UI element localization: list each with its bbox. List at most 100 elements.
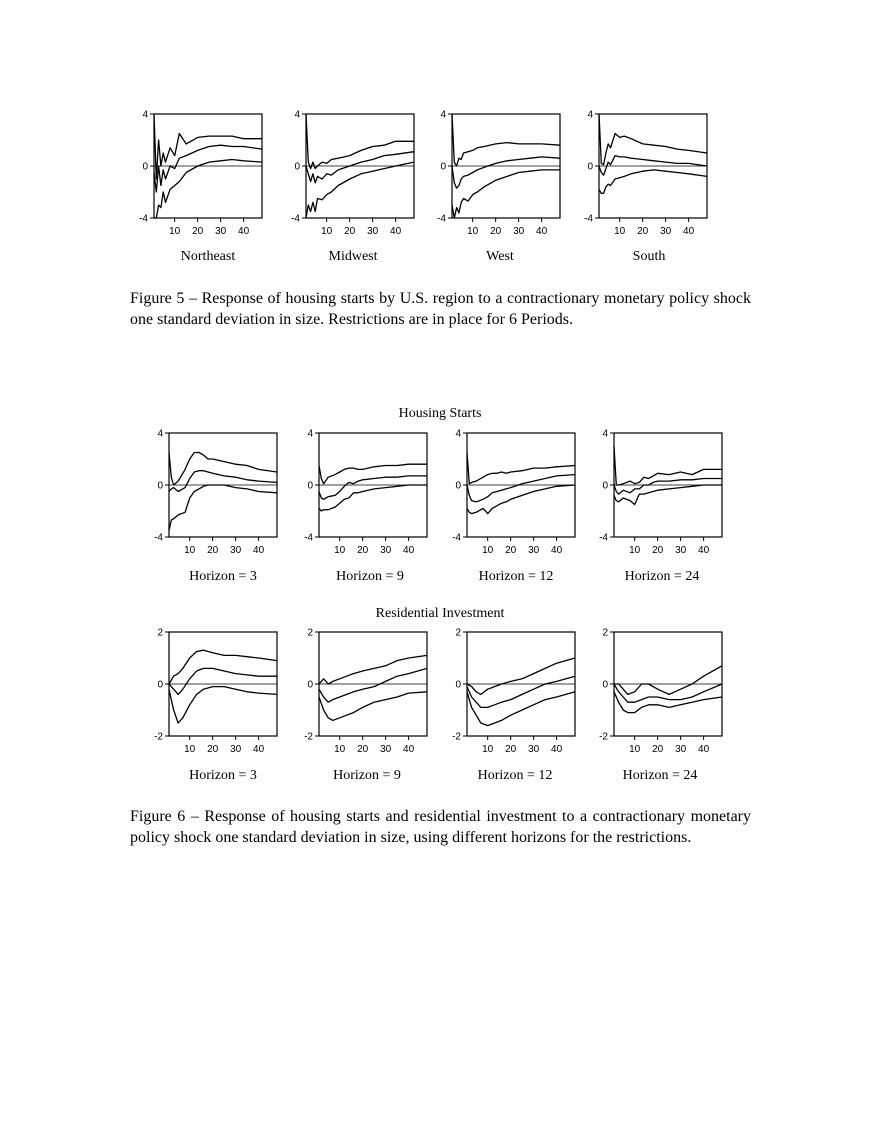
y-tick-label: 4 [455,429,461,440]
chart-midwest: 40-410 20 30 40 [291,110,415,237]
series-line-2 [153,144,263,193]
panel-label-ri-horizon-3: Horizon = 3 [189,768,257,783]
y-tick-label: 4 [157,429,163,440]
panel-label-south: South [632,249,666,264]
x-tick-label: 30 [675,545,687,556]
series-line-2 [318,667,428,703]
series-line-3 [305,161,415,219]
x-tick-label: 30 [528,744,540,755]
y-tick-label: 4 [294,110,300,121]
y-tick-label: 0 [602,481,608,492]
series-line-3 [168,484,278,531]
x-tick-label: 20 [505,744,517,755]
x-tick-label: 40 [390,226,402,237]
x-tick-label: 40 [698,744,710,755]
chart-northeast: 40-410 20 30 40 [139,110,263,237]
x-tick-label: 20 [207,545,219,556]
chart-housing-starts-horizon-3: 40-410 20 30 40 [154,429,278,556]
chart-residential-investment-horizon-3: 20-210 20 30 40 [154,628,278,755]
x-tick-label: 20 [652,545,664,556]
x-tick-label: 40 [551,744,563,755]
x-tick-label: 30 [215,226,227,237]
series-line-2 [613,477,722,495]
x-tick-label: 40 [403,744,415,755]
x-tick-label: 20 [207,744,219,755]
panel-label-west: West [486,249,514,264]
chart-south: 40-410 20 30 40 [584,110,708,237]
y-tick-label: -2 [599,732,608,743]
series-line-2 [451,156,561,189]
y-tick-label: 0 [587,162,593,173]
series-line-2 [466,473,576,503]
series-line-3 [451,169,560,219]
y-tick-label: -2 [304,732,313,743]
series-line-2 [168,470,278,493]
series-line-3 [154,158,263,219]
y-tick-label: -4 [584,214,593,225]
series-line-3 [613,691,723,714]
panel-label-hs-horizon-24: Horizon = 24 [624,569,700,584]
x-tick-label: 10 [169,226,181,237]
x-tick-label: 30 [513,226,525,237]
series-line-2 [598,154,708,176]
y-tick-label: 0 [455,680,461,691]
series-line-1 [168,649,278,685]
x-tick-label: 20 [357,545,369,556]
series-line-2 [613,683,723,703]
x-tick-label: 30 [528,545,540,556]
y-tick-label: 2 [307,628,313,639]
series-line-1 [614,665,723,696]
panel-label-hs-horizon-12: Horizon = 12 [478,569,554,584]
panel-label-hs-horizon-9: Horizon = 9 [336,569,404,584]
figure6-caption: Figure 6 – Response of housing starts an… [130,808,751,846]
series-line-1 [613,445,722,486]
x-tick-label: 10 [482,545,494,556]
x-tick-label: 40 [403,545,415,556]
x-tick-label: 10 [334,744,346,755]
housing-starts-title: Housing Starts [398,406,482,421]
series-line-2 [168,667,277,696]
x-tick-label: 10 [629,744,641,755]
chart-housing-starts-horizon-12: 40-410 20 30 40 [452,429,576,556]
y-tick-label: 0 [157,680,163,691]
x-tick-label: 20 [490,226,502,237]
panel-label-hs-horizon-3: Horizon = 3 [189,569,257,584]
x-tick-label: 20 [505,545,517,556]
x-tick-label: 10 [334,545,346,556]
panel-label-ri-horizon-12: Horizon = 12 [477,768,553,783]
x-tick-label: 20 [344,226,356,237]
y-tick-label: -4 [304,533,313,544]
series-line-1 [153,113,262,180]
y-tick-label: 2 [157,628,163,639]
x-tick-label: 20 [357,744,369,755]
x-tick-label: 10 [629,545,641,556]
x-tick-label: 10 [321,226,333,237]
x-tick-label: 30 [380,744,392,755]
x-tick-label: 30 [675,744,687,755]
series-line-3 [613,484,722,506]
series-line-3 [318,691,428,722]
y-tick-label: -2 [154,732,163,743]
series-line-3 [598,169,708,194]
series-line-3 [318,484,427,512]
chart-housing-starts-horizon-9: 40-410 20 30 40 [304,429,428,556]
x-tick-label: 10 [467,226,479,237]
x-tick-label: 40 [698,545,710,556]
y-tick-label: 0 [294,162,300,173]
x-tick-label: 30 [230,744,242,755]
y-tick-label: 4 [142,110,148,121]
y-tick-label: -4 [154,533,163,544]
series-line-2 [466,675,576,709]
y-tick-label: 0 [307,680,313,691]
series-line-1 [305,113,414,170]
y-tick-label: 0 [455,481,461,492]
chart-residential-investment-horizon-12: 20-210 20 30 40 [452,628,576,755]
series-line-1 [168,451,278,486]
y-tick-label: -4 [437,214,446,225]
series-line-1 [466,452,576,485]
chart-west: 40-410 20 30 40 [437,110,561,237]
y-tick-label: -4 [291,214,300,225]
series-line-3 [466,691,576,727]
series-line-3 [466,484,576,515]
y-tick-label: 2 [602,628,608,639]
